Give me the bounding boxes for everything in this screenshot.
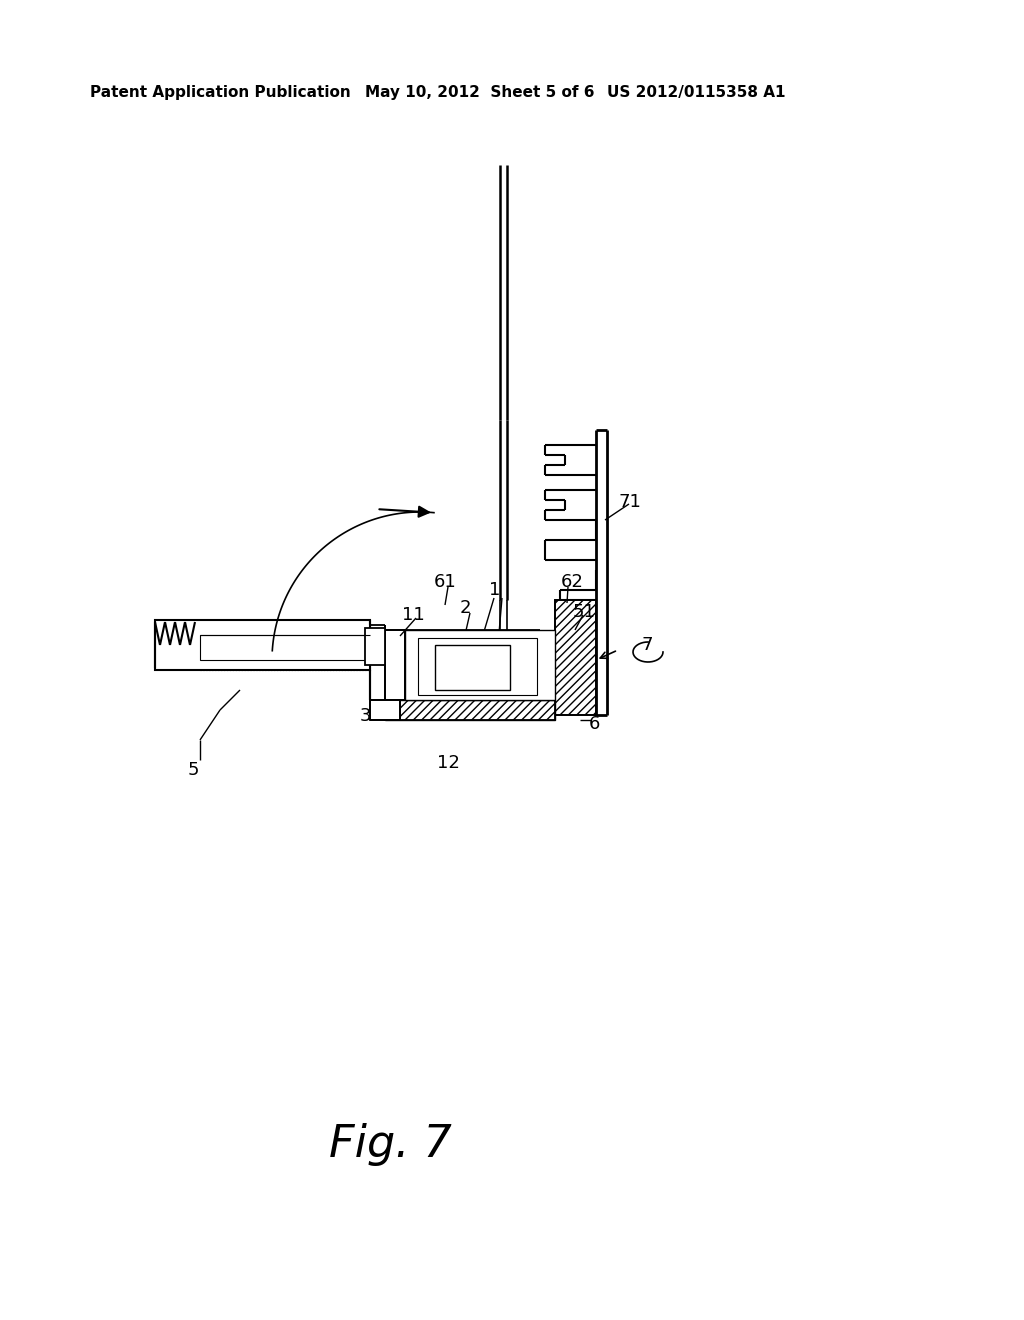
Text: 3: 3 xyxy=(359,708,371,725)
Polygon shape xyxy=(385,630,406,700)
Polygon shape xyxy=(200,635,365,660)
Text: US 2012/0115358 A1: US 2012/0115358 A1 xyxy=(607,86,785,100)
Text: 7: 7 xyxy=(641,636,652,653)
Text: 1: 1 xyxy=(489,581,501,599)
Polygon shape xyxy=(415,635,540,698)
Polygon shape xyxy=(365,628,385,665)
Polygon shape xyxy=(155,620,370,671)
Text: Fig. 7: Fig. 7 xyxy=(329,1123,452,1167)
Text: 2: 2 xyxy=(459,599,471,616)
Polygon shape xyxy=(370,700,400,719)
Text: 62: 62 xyxy=(560,573,584,591)
Text: 61: 61 xyxy=(433,573,457,591)
Text: 6: 6 xyxy=(589,715,600,733)
Text: 5: 5 xyxy=(187,762,199,779)
Text: 71: 71 xyxy=(618,492,641,511)
Text: May 10, 2012  Sheet 5 of 6: May 10, 2012 Sheet 5 of 6 xyxy=(365,86,595,100)
Polygon shape xyxy=(418,638,537,696)
Text: 12: 12 xyxy=(436,754,460,772)
Text: 51: 51 xyxy=(572,603,595,620)
Polygon shape xyxy=(385,700,555,719)
Polygon shape xyxy=(555,601,596,715)
Polygon shape xyxy=(435,645,510,690)
Text: Patent Application Publication: Patent Application Publication xyxy=(90,86,351,100)
Polygon shape xyxy=(406,630,555,700)
Text: 11: 11 xyxy=(401,606,424,624)
